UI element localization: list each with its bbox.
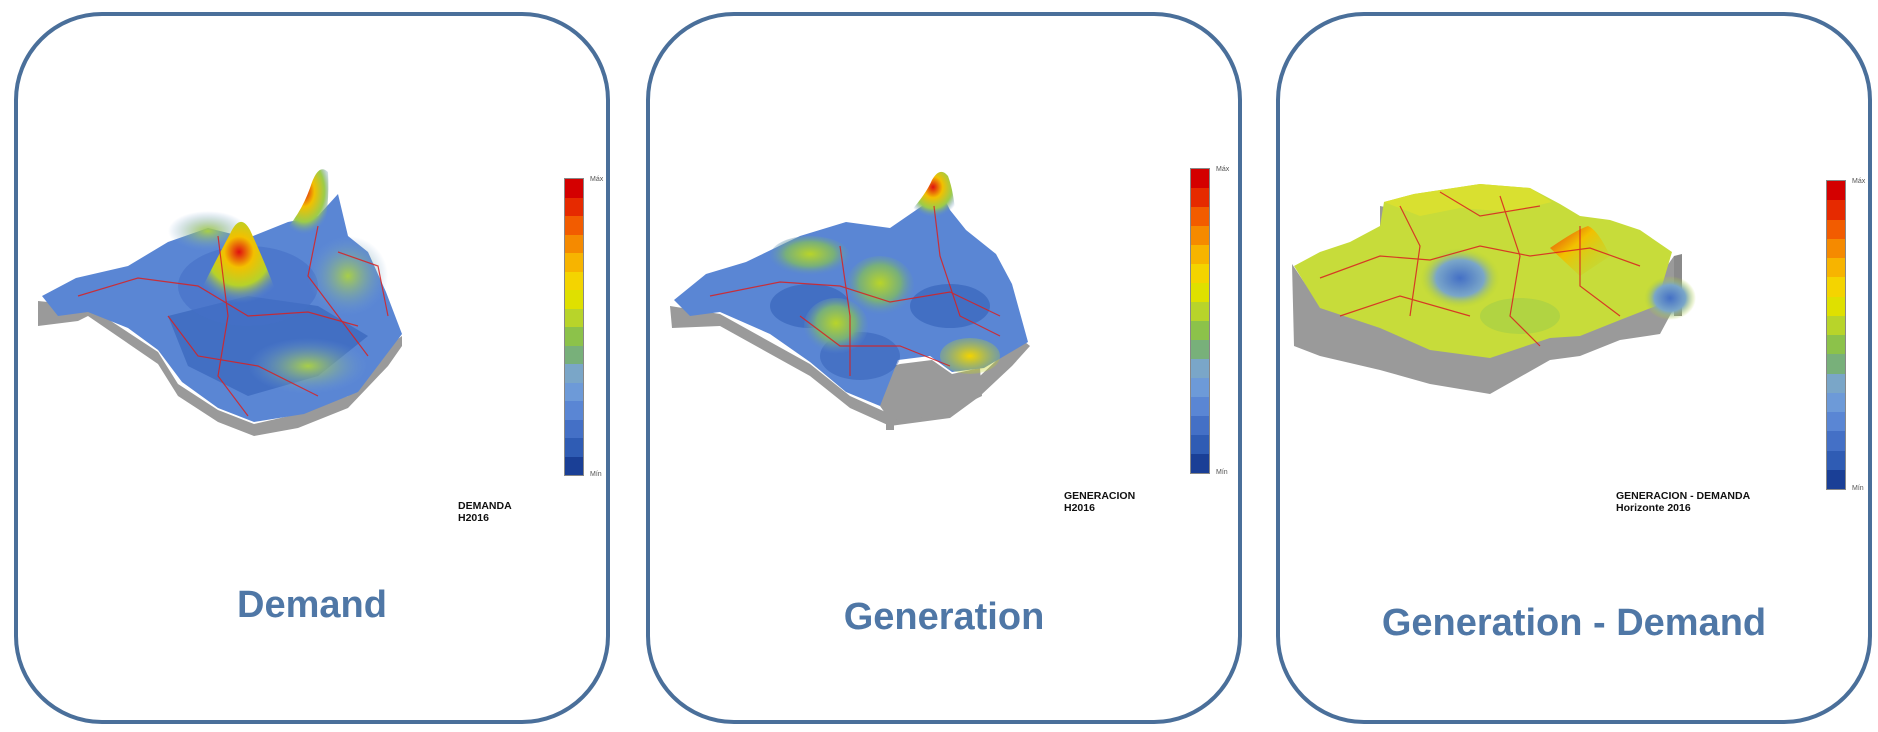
generation-map-label: GENERACION H2016 [1064,490,1135,514]
color-scale-step [565,234,583,253]
color-scale-step [1191,264,1209,283]
generation-map-label-title: GENERACION [1064,490,1136,502]
difference-scale-min-label: Mín [1852,485,1864,492]
color-scale-step [565,382,583,401]
color-scale-step [1191,340,1209,359]
color-scale-step [1827,296,1845,316]
generation-map-label-horizon: H2016 [1064,502,1095,514]
color-scale-step [565,345,583,364]
generation-minus-demand-terrain-map [1292,184,1696,394]
color-scale-step [565,253,583,272]
color-scale-step [1191,283,1209,302]
difference-map-label: GENERACION - DEMANDA Horizonte 2016 [1616,490,1750,514]
generation-scale-min-label: Mín [1216,469,1228,476]
color-scale-step [1827,412,1845,432]
generation-scale-max-label: Máx [1216,166,1230,173]
color-scale-step [1827,450,1845,470]
color-scale-step [1827,200,1845,220]
generation-color-scale: Máx Mín [1190,166,1229,476]
color-scale-step [1827,354,1845,374]
color-scale-step [565,197,583,216]
color-scale-step [1827,258,1845,278]
generation-minus-demand-panel: Máx Mín GENERACION - DEMANDA Horizonte 2… [1276,12,1872,724]
color-scale-step [1191,321,1209,340]
demand-terrain-map [38,169,402,436]
color-scale-step [1191,378,1209,397]
color-scale-step [1191,359,1209,378]
difference-color-scale: Máx Mín [1826,178,1865,492]
color-scale-step [1191,169,1209,188]
color-scale-step [565,456,583,475]
color-scale-step [1191,397,1209,416]
color-scale-step [1191,416,1209,435]
color-scale-step [1191,302,1209,321]
color-scale-step [1191,226,1209,245]
difference-color-scale-bar [1826,180,1846,490]
color-scale-step [565,308,583,327]
color-scale-step [1827,392,1845,412]
color-scale-step [1191,245,1209,264]
color-scale-step [565,364,583,383]
demand-scale-max-label: Máx [590,176,604,183]
color-scale-step [1191,188,1209,207]
color-scale-step [1191,207,1209,226]
color-scale-step [1827,469,1845,489]
difference-map-label-horizon: Horizonte 2016 [1616,502,1691,514]
color-scale-step [1827,238,1845,258]
color-scale-step [565,179,583,198]
color-scale-step [1191,435,1209,454]
demand-map-label-horizon: H2016 [458,512,489,524]
color-scale-step [565,216,583,235]
color-scale-step [1827,431,1845,451]
generation-caption: Generation [843,596,1045,638]
color-scale-step [565,401,583,420]
color-scale-step [565,327,583,346]
demand-map-label-title: DEMANDA [458,500,512,512]
color-scale-step [1827,335,1845,355]
generation-panel: Máx Mín GENERACION H2016 Generation [646,12,1242,724]
difference-scale-max-label: Máx [1852,178,1866,185]
color-scale-step [1191,454,1209,473]
color-scale-step [1827,181,1845,201]
demand-caption: Demand [237,584,387,626]
color-scale-step [1827,277,1845,297]
color-scale-step [565,271,583,290]
demand-map-label: DEMANDA H2016 [458,500,512,524]
color-scale-step [1827,219,1845,239]
color-scale-step [1827,373,1845,393]
color-scale-step [565,290,583,309]
difference-caption: Generation - Demand [1381,602,1767,644]
demand-color-scale-bar [564,178,584,476]
demand-color-scale: Máx Mín [564,176,603,478]
generation-color-scale-bar [1190,168,1210,474]
color-scale-step [565,419,583,438]
generation-terrain-map [670,171,1030,430]
color-scale-step [565,438,583,457]
difference-map-label-title: GENERACION - DEMANDA [1616,490,1751,502]
color-scale-step [1827,315,1845,335]
demand-panel: Máx Mín DEMANDA H2016 Demand [14,12,610,724]
demand-scale-min-label: Mín [590,471,602,478]
